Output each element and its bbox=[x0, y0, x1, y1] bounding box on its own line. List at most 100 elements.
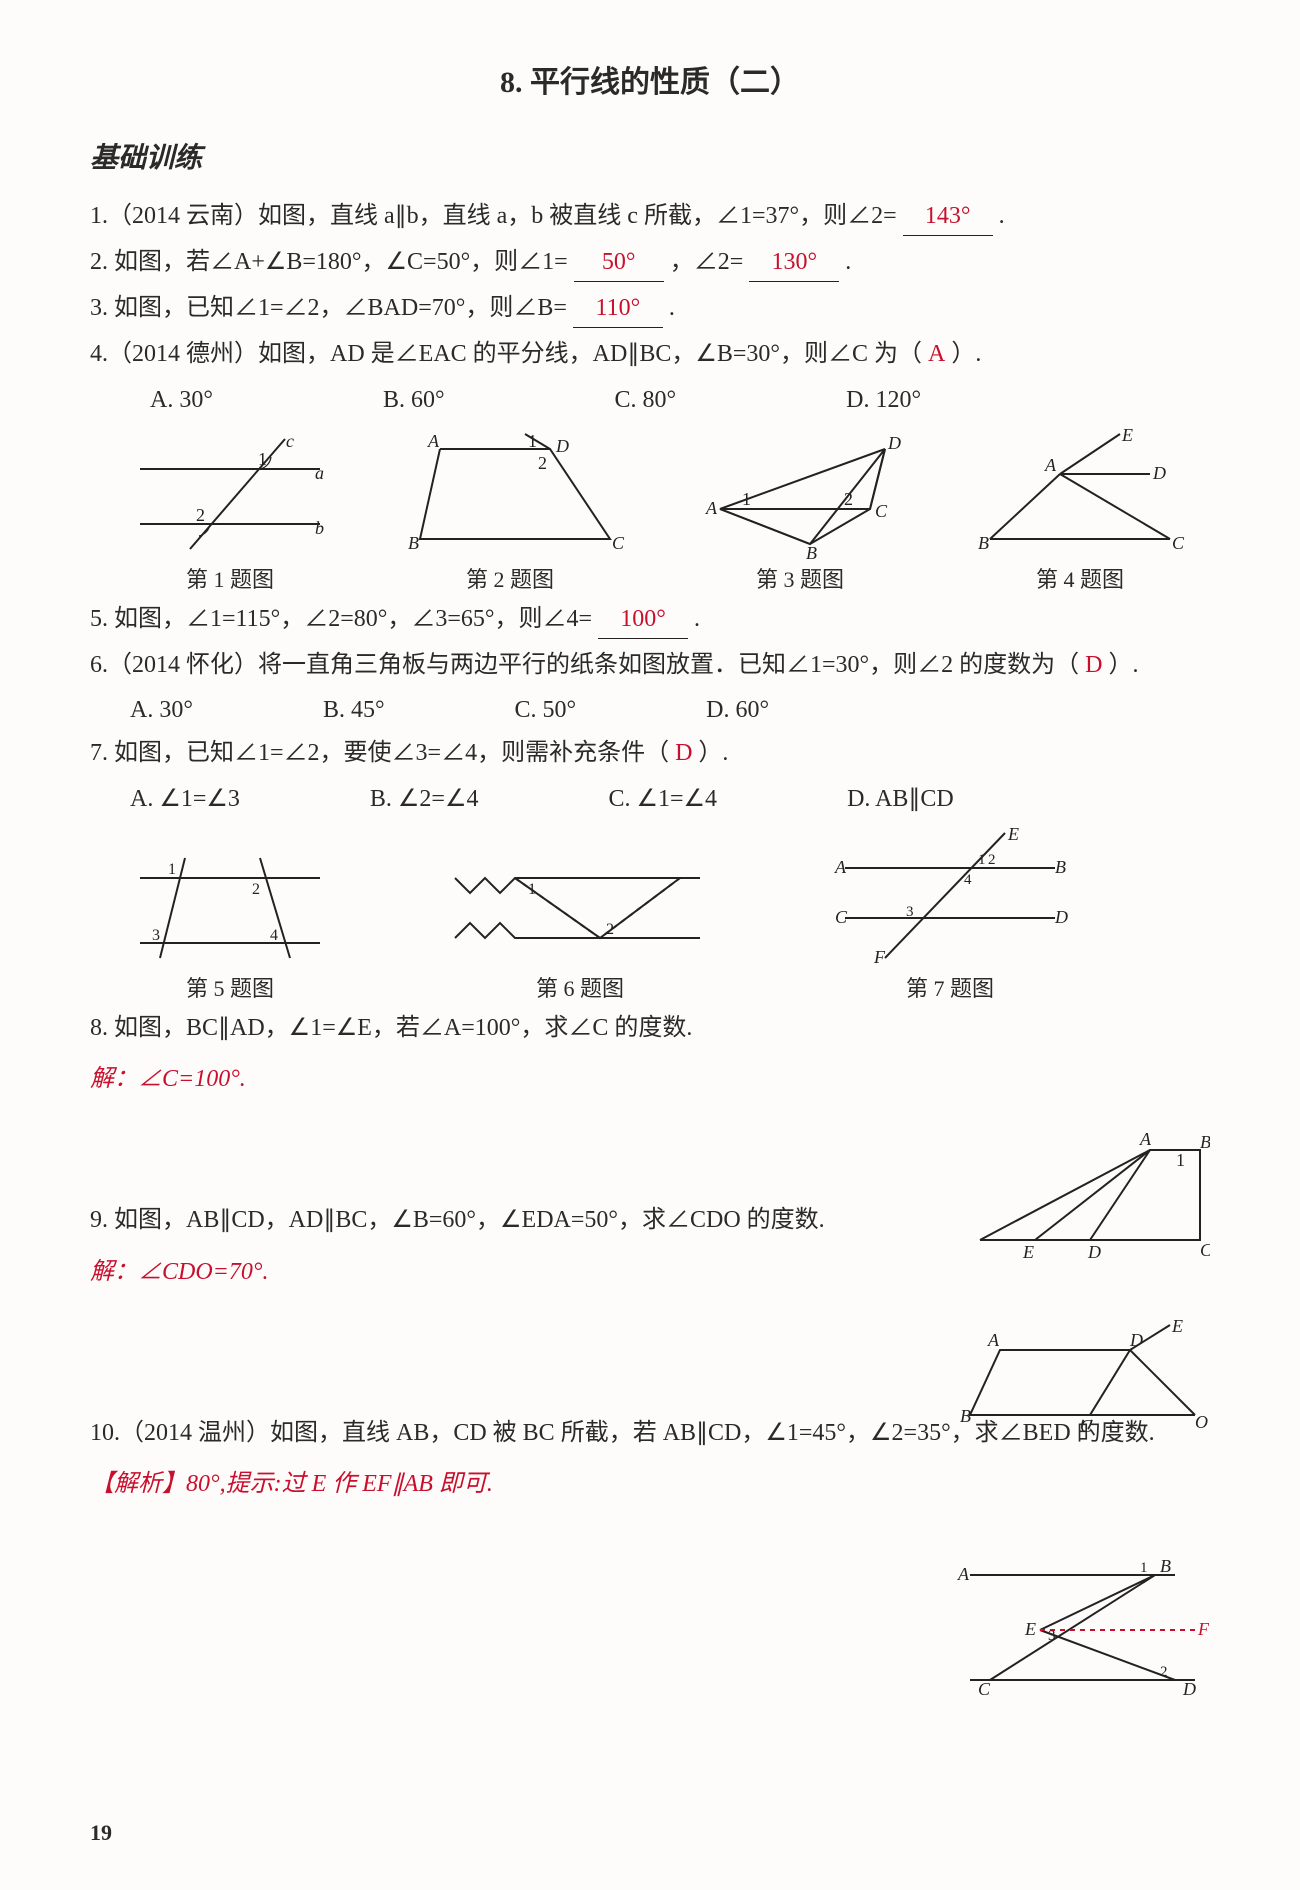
q2-text-a: 2. 如图，若∠A+∠B=180°，∠C=50°，则∠1= bbox=[90, 249, 574, 275]
q2-text-c: . bbox=[845, 249, 851, 275]
figure-8: A B C D E 1 bbox=[950, 1130, 1210, 1270]
page-title: 8. 平行线的性质（二） bbox=[90, 60, 1210, 107]
fig3-label-1: 1 bbox=[742, 489, 751, 509]
fig10-label-E: E bbox=[1024, 1619, 1036, 1639]
fig9-label-D: D bbox=[1129, 1330, 1143, 1350]
q4-text-b: ）. bbox=[951, 341, 981, 367]
fig8-label-C: C bbox=[1200, 1240, 1210, 1260]
fig9-label-B: B bbox=[960, 1406, 971, 1426]
fig9-label-O: O bbox=[1195, 1412, 1208, 1432]
figure-4: A B C D E bbox=[970, 429, 1190, 559]
q4-options: A. 30° B. 60° C. 80° D. 120° bbox=[150, 382, 1210, 419]
question-7: 7. 如图，已知∠1=∠2，要使∠3=∠4，则需补充条件（ D ）. bbox=[90, 735, 1210, 772]
figcap-1: 第 1 题图 bbox=[130, 563, 330, 597]
fig7-label-F: F bbox=[873, 947, 886, 967]
fig2-label-C: C bbox=[612, 533, 625, 553]
fig10-label-C: C bbox=[978, 1679, 991, 1699]
q3-answer: 110° bbox=[596, 295, 641, 321]
figure-7: A B C D E F 1 2 3 4 bbox=[830, 828, 1070, 968]
question-2: 2. 如图，若∠A+∠B=180°，∠C=50°，则∠1= 50° ，∠2= 1… bbox=[90, 244, 1210, 282]
fig5-label-4: 4 bbox=[270, 927, 278, 944]
q2-answer-1: 50° bbox=[602, 249, 636, 275]
q6-opt-c: C. 50° bbox=[515, 692, 577, 729]
q3-text-a: 3. 如图，已知∠1=∠2，∠BAD=70°，则∠B= bbox=[90, 295, 573, 321]
page-number: 19 bbox=[90, 1816, 112, 1850]
q4-opt-a: A. 30° bbox=[150, 382, 213, 419]
fig3-label-D: D bbox=[887, 433, 901, 453]
fig10-label-D: D bbox=[1182, 1679, 1196, 1699]
fig10-label-B: B bbox=[1160, 1556, 1171, 1576]
fig2-label-D: D bbox=[555, 436, 569, 456]
q4-answer: A bbox=[928, 341, 945, 367]
q7-answer: D bbox=[675, 740, 692, 766]
q4-opt-c: C. 80° bbox=[615, 382, 677, 419]
question-8: 8. 如图，BC∥AD，∠1=∠E，若∠A=100°，求∠C 的度数. bbox=[90, 1010, 1210, 1047]
figure-5: 1 2 3 4 bbox=[130, 848, 330, 968]
fig8-label-E: E bbox=[1022, 1242, 1034, 1262]
q8-solution: 解：∠C=100°. bbox=[90, 1061, 1210, 1098]
q10-solution: 【解析】80°,提示:过 E 作 EF∥AB 即可. bbox=[90, 1466, 1210, 1503]
q7-opt-d: D. AB∥CD bbox=[847, 781, 954, 818]
fig8-label-A: A bbox=[1139, 1130, 1152, 1149]
figcap-3: 第 3 题图 bbox=[690, 563, 910, 597]
fig6-label-1: 1 bbox=[528, 881, 536, 898]
fig7-label-B: B bbox=[1055, 857, 1066, 877]
q6-opt-d: D. 60° bbox=[706, 692, 769, 729]
fig7-label-E: E bbox=[1007, 828, 1019, 844]
fig10-label-2: 2 bbox=[1160, 1664, 1168, 1680]
section-heading: 基础训练 bbox=[90, 137, 1210, 180]
fig7-label-D: D bbox=[1054, 907, 1068, 927]
fig10-label-F: F bbox=[1197, 1619, 1210, 1639]
q4-text-a: 4.（2014 德州）如图，AD 是∠EAC 的平分线，AD∥BC，∠B=30°… bbox=[90, 341, 922, 367]
fig7-label-3: 3 bbox=[906, 904, 914, 920]
q3-text-b: . bbox=[669, 295, 675, 321]
fig8-label-1: 1 bbox=[1176, 1150, 1185, 1170]
fig3-label-C: C bbox=[875, 501, 888, 521]
fig7-label-A: A bbox=[834, 857, 847, 877]
q7-opt-a: A. ∠1=∠3 bbox=[130, 781, 240, 818]
fig4-label-A: A bbox=[1044, 455, 1057, 475]
q6-answer: D bbox=[1085, 652, 1102, 678]
fig4-label-B: B bbox=[978, 533, 989, 553]
fig5-label-3: 3 bbox=[152, 927, 160, 944]
fig2-label-B: B bbox=[408, 533, 419, 553]
q5-text-a: 5. 如图，∠1=115°，∠2=80°，∠3=65°，则∠4= bbox=[90, 606, 598, 632]
q6-options: A. 30° B. 45° C. 50° D. 60° bbox=[130, 692, 1210, 729]
q7-text-a: 7. 如图，已知∠1=∠2，要使∠3=∠4，则需补充条件（ bbox=[90, 740, 669, 766]
fig3-label-2: 2 bbox=[844, 489, 853, 509]
fig3-label-A: A bbox=[705, 498, 718, 518]
fig10-label-1: 1 bbox=[1140, 1560, 1148, 1576]
fig5-label-1: 1 bbox=[168, 861, 176, 878]
figure-2: A B C D 1 2 bbox=[390, 429, 630, 559]
figure-10: A B C D E F 1 2 3 bbox=[950, 1550, 1210, 1710]
fig1-label-b: b bbox=[315, 518, 324, 538]
fig7-label-1: 1 bbox=[978, 852, 986, 868]
q5-answer: 100° bbox=[620, 606, 666, 632]
fig3-label-B: B bbox=[806, 543, 817, 559]
fig2-label-2: 2 bbox=[538, 453, 547, 473]
q6-opt-b: B. 45° bbox=[323, 692, 385, 729]
figcap-6: 第 6 题图 bbox=[450, 972, 710, 1006]
q7-options: A. ∠1=∠3 B. ∠2=∠4 C. ∠1=∠4 D. AB∥CD bbox=[130, 781, 1210, 818]
q1-text-b: . bbox=[999, 203, 1005, 229]
q6-opt-a: A. 30° bbox=[130, 692, 193, 729]
fig7-label-C: C bbox=[835, 907, 848, 927]
figure-1: c a b 1 2 bbox=[130, 429, 330, 559]
fig1-label-a: a bbox=[315, 463, 324, 483]
fig1-label-c: c bbox=[286, 431, 294, 451]
question-4: 4.（2014 德州）如图，AD 是∠EAC 的平分线，AD∥BC，∠B=30°… bbox=[90, 336, 1210, 373]
q7-opt-c: C. ∠1=∠4 bbox=[608, 781, 717, 818]
fig9-label-C: C bbox=[1080, 1416, 1093, 1436]
q7-text-b: ）. bbox=[698, 740, 728, 766]
q1-text-a: 1.（2014 云南）如图，直线 a∥b，直线 a，b 被直线 c 所截，∠1=… bbox=[90, 203, 903, 229]
fig8-label-D: D bbox=[1087, 1242, 1101, 1262]
fig7-label-4: 4 bbox=[964, 872, 972, 888]
question-6: 6.（2014 怀化）将一直角三角板与两边平行的纸条如图放置．已知∠1=30°，… bbox=[90, 647, 1210, 684]
fig4-label-C: C bbox=[1172, 533, 1185, 553]
q5-text-b: . bbox=[694, 606, 700, 632]
fig10-label-3: 3 bbox=[1048, 1628, 1056, 1644]
fig4-label-D: D bbox=[1152, 463, 1166, 483]
fig2-label-1: 1 bbox=[528, 431, 537, 451]
figure-row-1: c a b 1 2 第 1 题图 A B C D 1 2 bbox=[130, 429, 1210, 597]
fig7-label-2: 2 bbox=[988, 852, 996, 868]
